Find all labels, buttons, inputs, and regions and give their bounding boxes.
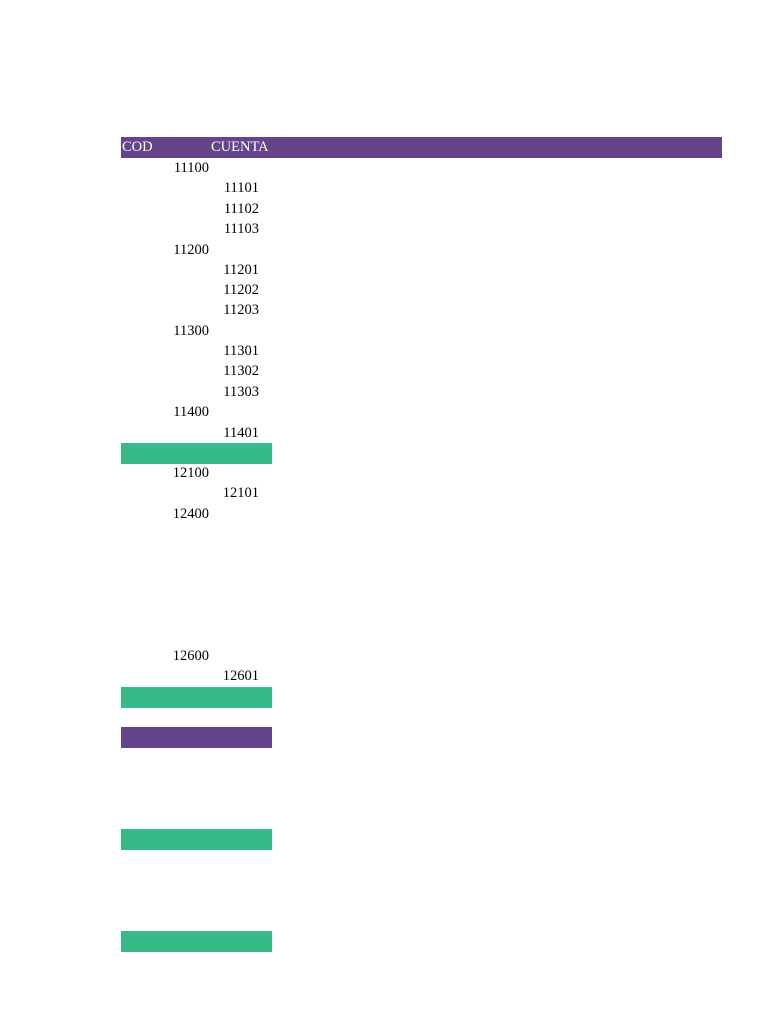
- account-code-11103: 11103: [223, 221, 259, 237]
- section-band-green: [121, 443, 272, 464]
- column-header-cuenta: CUENTA: [211, 139, 269, 155]
- account-code-11400: 11400: [173, 404, 209, 420]
- section-band-green: [121, 931, 272, 952]
- section-band-purple: [121, 727, 272, 748]
- account-code-11100: 11100: [173, 160, 209, 176]
- account-code-11102: 11102: [223, 201, 259, 217]
- account-code-12400: 12400: [172, 506, 209, 522]
- section-band-green: [121, 829, 272, 850]
- account-code-12100: 12100: [172, 465, 209, 481]
- account-code-12600: 12600: [172, 648, 209, 664]
- account-code-11201: 11201: [223, 262, 259, 278]
- account-code-11303: 11303: [223, 384, 259, 400]
- account-code-12601: 12601: [222, 668, 259, 684]
- account-code-11302: 11302: [223, 363, 259, 379]
- account-code-11101: 11101: [223, 180, 259, 196]
- account-code-11202: 11202: [223, 282, 259, 298]
- table-header-row: COD CUENTA: [121, 137, 722, 158]
- account-code-11203: 11203: [223, 302, 259, 318]
- account-code-11401: 11401: [223, 425, 259, 441]
- account-code-11200: 11200: [173, 242, 209, 258]
- column-header-cod: COD: [122, 139, 153, 155]
- account-code-12101: 12101: [222, 485, 259, 501]
- account-code-11300: 11300: [173, 323, 209, 339]
- account-code-11301: 11301: [223, 343, 259, 359]
- section-band-green: [121, 687, 272, 708]
